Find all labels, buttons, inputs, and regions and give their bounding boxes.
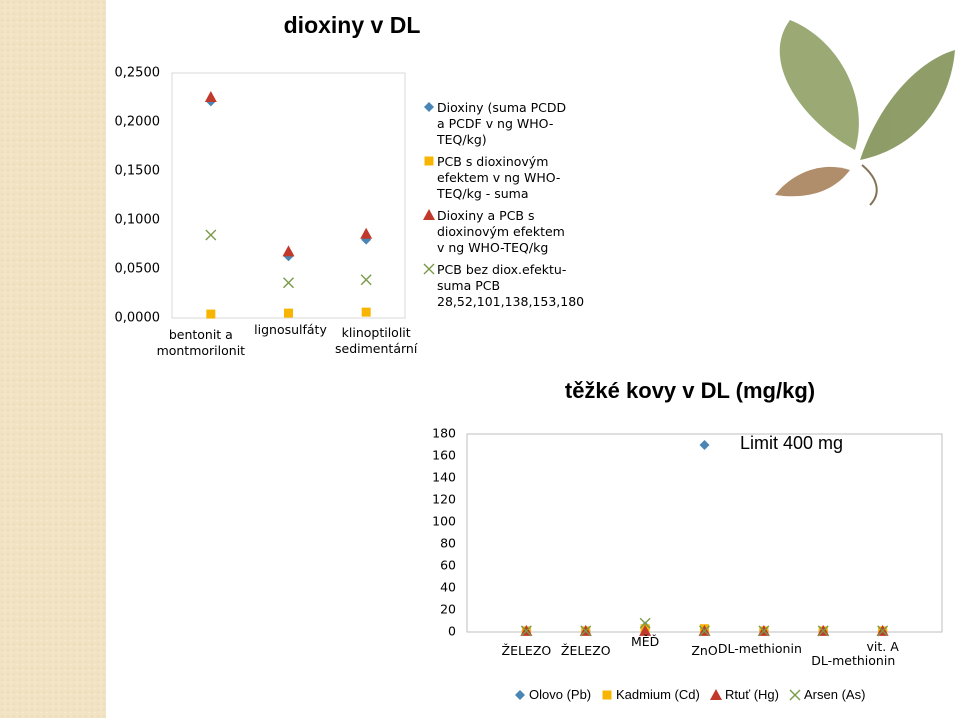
plot-area — [466, 433, 943, 633]
legend-label: PCB s dioxinovým efektem v ng WHO-TEQ/kg… — [437, 154, 561, 201]
data-point — [360, 227, 373, 239]
data-point — [284, 308, 293, 318]
y-tick-label: 40 — [440, 580, 456, 595]
data-point — [877, 625, 889, 637]
x-tick-label: ZnO — [691, 643, 718, 658]
y-tick-label: 0,2500 — [115, 66, 161, 81]
x-tick-label: ŽELEZO — [560, 643, 611, 658]
x-tick-label: vit. A — [866, 639, 899, 654]
x-tick-label: ŽELEZO — [501, 643, 552, 658]
legend-label: Dioxiny (suma PCDD a PCDF v ng WHO-TEQ/k… — [437, 100, 567, 147]
data-point — [282, 245, 295, 257]
data-point — [639, 617, 651, 629]
x-tick-label: DL-methionin — [811, 653, 896, 668]
legend-marker — [424, 102, 434, 112]
data-point — [204, 91, 217, 103]
x-tick-label: bentonit a montmorilonit — [156, 327, 246, 358]
y-tick-label: 0,1000 — [115, 213, 161, 228]
annotation: Limit 400 mg — [740, 433, 844, 453]
legend-label: Rtuť (Hg) — [725, 687, 779, 702]
data-point — [360, 274, 372, 286]
chart-title: těžké kovy v DL (mg/kg) — [565, 378, 815, 403]
y-tick-label: 60 — [440, 558, 456, 573]
legend-label: Dioxiny a PCB s dioxinovým efektem v ng … — [437, 208, 565, 255]
legend-label: Kadmium (Cd) — [616, 687, 700, 702]
data-point — [817, 625, 829, 637]
chart-title: dioxiny v DL — [284, 12, 421, 38]
side-stripe — [0, 0, 106, 718]
data-point — [699, 440, 710, 450]
legend-label: PCB bez diox.efektu-suma PCB 28,52,101,1… — [437, 262, 585, 309]
legend-marker — [515, 690, 525, 700]
data-point — [758, 625, 770, 637]
legend-marker — [423, 209, 435, 220]
data-point — [283, 277, 294, 289]
x-tick-label: lignosulfáty — [254, 322, 327, 337]
data-point — [361, 307, 371, 317]
y-tick-label: 0,1500 — [115, 164, 161, 179]
y-tick-label: 100 — [432, 514, 456, 529]
plot-area — [171, 72, 406, 319]
data-point — [639, 624, 652, 636]
leaf-decoration — [775, 20, 955, 206]
y-tick-label: 0 — [448, 624, 456, 639]
x-tick-label: klinoptilolit sedimentární — [335, 325, 418, 356]
x-tick-label: DL-methionin — [717, 641, 802, 656]
data-point — [580, 625, 592, 637]
y-tick-label: 20 — [440, 602, 456, 617]
y-tick-label: 0,0000 — [115, 311, 161, 326]
legend-marker — [602, 690, 612, 700]
data-point — [205, 229, 217, 241]
y-tick-label: 180 — [432, 426, 456, 441]
y-tick-label: 0,2000 — [115, 115, 161, 130]
legend-label: Olovo (Pb) — [529, 687, 592, 702]
data-point — [520, 625, 532, 637]
data-point — [699, 625, 710, 637]
data-point — [206, 309, 216, 319]
y-tick-label: 80 — [440, 536, 456, 551]
legend-label: Arsen (As) — [804, 687, 866, 702]
y-tick-label: 0,0500 — [115, 262, 161, 277]
y-tick-label: 120 — [432, 492, 456, 507]
legend-marker — [423, 263, 435, 275]
legend-marker — [789, 689, 801, 701]
legend-marker — [710, 689, 722, 700]
y-tick-label: 140 — [432, 470, 456, 485]
y-tick-label: 160 — [432, 448, 456, 463]
legend-marker — [424, 156, 434, 166]
x-tick-label: MĚĎ — [630, 634, 660, 649]
